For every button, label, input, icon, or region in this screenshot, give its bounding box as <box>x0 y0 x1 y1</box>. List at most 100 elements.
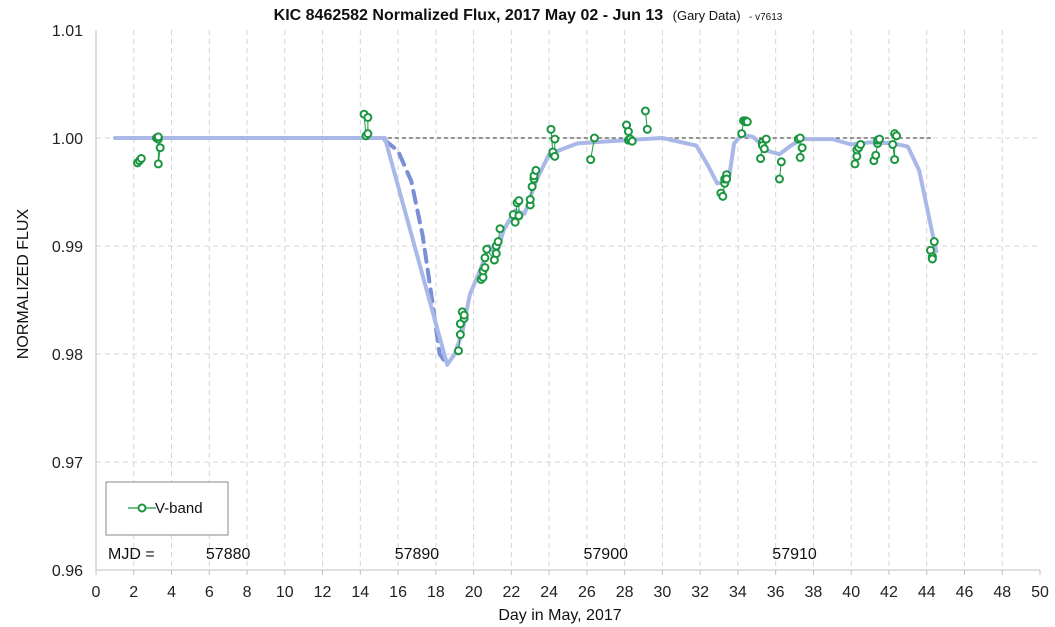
vband-point <box>774 174 784 184</box>
x-tick-label: 26 <box>578 584 596 601</box>
mjd-mark-label: 57890 <box>395 546 440 563</box>
vband-point <box>888 139 898 149</box>
x-tick-label: 30 <box>654 584 672 601</box>
chart-title: KIC 8462582 Normalized Flux, 2017 May 02… <box>274 7 783 24</box>
chart-title-source: (Gary Data) <box>673 8 741 23</box>
y-axis-label: NORMALIZED FLUX <box>15 209 32 360</box>
vband-point <box>627 136 637 146</box>
x-tick-label: 32 <box>691 584 709 601</box>
vband-point <box>875 134 885 144</box>
x-tick-label: 12 <box>314 584 332 601</box>
vband-point <box>718 191 728 201</box>
x-tick-label: 24 <box>540 584 558 601</box>
vband-point <box>155 143 165 153</box>
y-tick-label: 0.97 <box>52 455 83 472</box>
vband-point <box>546 124 556 134</box>
mjd-marks: 57880 57890 57900 57910 <box>206 546 817 563</box>
mjd-label: MJD = <box>108 546 155 563</box>
x-tick-label: 44 <box>918 584 936 601</box>
y-tick-label: 1.00 <box>52 131 83 148</box>
x-tick-label: 8 <box>243 584 252 601</box>
legend-box <box>105 481 229 536</box>
vband-point <box>623 127 633 137</box>
vband-point <box>136 154 146 164</box>
vband-point <box>550 151 560 161</box>
vband-point <box>742 117 752 127</box>
x-tick-label: 6 <box>205 584 214 601</box>
y-tick-label: 1.01 <box>52 23 83 40</box>
vband-point <box>871 150 881 160</box>
vband-point <box>756 154 766 164</box>
vband-point <box>455 330 465 340</box>
vband-point <box>856 139 866 149</box>
vband-point <box>453 346 463 356</box>
vband-point <box>459 310 469 320</box>
vband-point <box>480 253 490 263</box>
legend-label: V-band <box>155 500 203 517</box>
vband-point <box>640 106 650 116</box>
vband-point <box>795 133 805 143</box>
vband-point <box>525 195 535 205</box>
y-tick-label: 0.96 <box>52 563 83 580</box>
x-tick-label: 34 <box>729 584 747 601</box>
y-tick-label: 0.99 <box>52 239 83 256</box>
vband-point <box>153 159 163 169</box>
x-tick-label: 38 <box>805 584 823 601</box>
grid-lines <box>96 30 1040 570</box>
vband-point <box>722 174 732 184</box>
legend: V-band <box>105 481 229 536</box>
vband-point <box>759 144 769 154</box>
vband-point <box>586 155 596 165</box>
x-tick-label: 22 <box>502 584 520 601</box>
vband-point <box>493 237 503 247</box>
x-tick-label: 4 <box>167 584 176 601</box>
vband-point <box>491 249 501 259</box>
vband-point <box>929 237 939 247</box>
vband-point <box>797 143 807 153</box>
vband-point <box>531 165 541 175</box>
y-tick-label: 0.98 <box>52 347 83 364</box>
mjd-mark-label: 57910 <box>772 546 817 563</box>
x-tick-label: 18 <box>427 584 445 601</box>
vband-point <box>153 132 163 142</box>
vband-point <box>890 155 900 165</box>
vband-point <box>480 263 490 273</box>
vband-point <box>514 196 524 206</box>
vband-point <box>776 157 786 167</box>
x-tick-label: 46 <box>956 584 974 601</box>
x-tick-label: 14 <box>351 584 369 601</box>
x-tick-label: 20 <box>465 584 483 601</box>
x-axis-label: Day in May, 2017 <box>498 607 621 624</box>
vband-point <box>514 211 524 221</box>
vband-point <box>850 159 860 169</box>
vband-point <box>892 131 902 141</box>
chart-title-main: KIC 8462582 Normalized Flux, 2017 May 02… <box>274 7 664 24</box>
vband-point <box>495 224 505 234</box>
vband-point <box>363 129 373 139</box>
x-tick-label: 50 <box>1031 584 1049 601</box>
axes <box>95 30 1041 575</box>
vband-point <box>795 152 805 162</box>
x-tick-label: 48 <box>993 584 1011 601</box>
x-tick-label: 36 <box>767 584 785 601</box>
vband-point <box>589 133 599 143</box>
x-tick-label: 40 <box>842 584 860 601</box>
model-curve-dashed <box>382 138 450 367</box>
x-tick-labels: 0 2 4 6 8 10 12 14 16 18 20 22 24 26 28 30 32 34 36 38 40 42 4… <box>92 584 1049 601</box>
chart-title-version: - v7613 <box>749 12 783 23</box>
x-tick-label: 10 <box>276 584 294 601</box>
x-tick-label: 2 <box>129 584 138 601</box>
legend-marker <box>137 503 147 513</box>
x-tick-label: 0 <box>92 584 101 601</box>
vband-point <box>737 129 747 139</box>
x-tick-label: 16 <box>389 584 407 601</box>
vband-point <box>642 124 652 134</box>
vband-point <box>482 244 492 254</box>
mjd-mark-label: 57900 <box>584 546 629 563</box>
vband-point <box>510 217 520 227</box>
vband-point <box>550 134 560 144</box>
vband-points <box>133 106 939 356</box>
vband-point <box>927 254 937 264</box>
vband-point <box>527 182 537 192</box>
